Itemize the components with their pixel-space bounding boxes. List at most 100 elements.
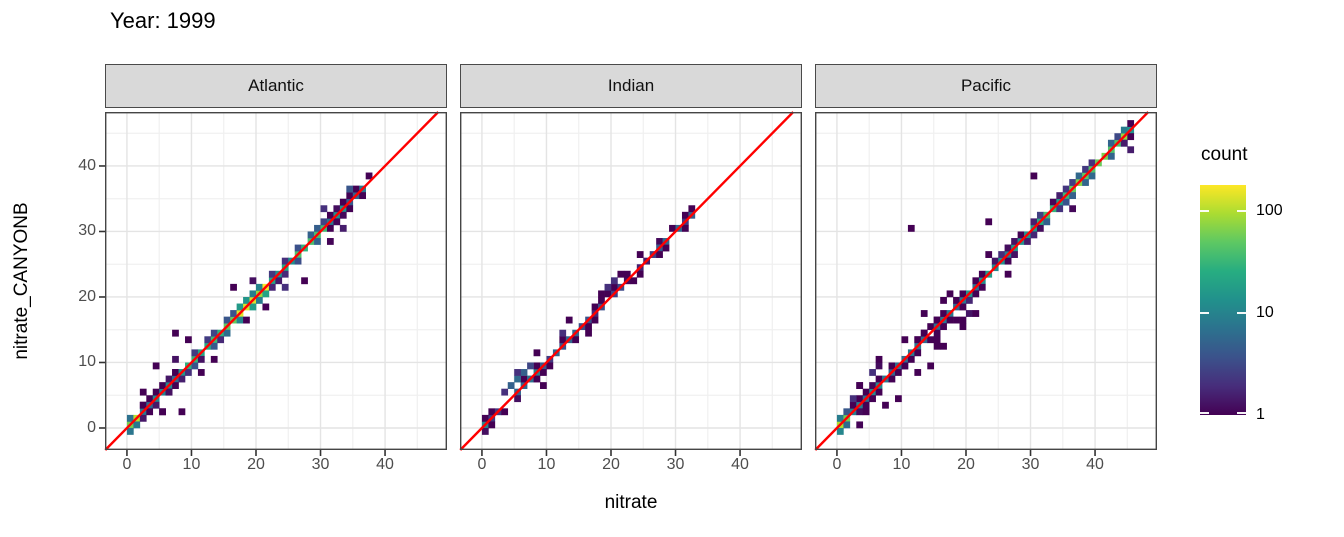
count-bin — [933, 329, 941, 337]
count-bin — [869, 395, 876, 403]
count-bin — [210, 329, 218, 337]
count-bin — [1075, 172, 1083, 180]
count-bin — [1088, 159, 1096, 167]
count-bin — [488, 408, 496, 416]
count-bin — [165, 388, 173, 396]
x-axis-title: nitrate — [604, 492, 658, 513]
count-bin — [533, 349, 541, 357]
count-bin — [191, 362, 199, 370]
count-bin — [1088, 172, 1096, 180]
count-bin — [862, 408, 870, 416]
count-bin — [533, 362, 541, 370]
count-bin — [978, 283, 986, 291]
y-axis-title: nitrate_CANYONB — [11, 202, 32, 360]
count-bin — [636, 270, 644, 278]
count-bin — [1049, 198, 1057, 206]
x-tick-label: 20 — [247, 456, 265, 473]
count-bin — [959, 323, 967, 331]
count-bin — [178, 375, 186, 383]
legend-tick-label: 10 — [1256, 304, 1274, 322]
count-bin — [836, 427, 844, 435]
count-bin — [856, 395, 864, 403]
count-bin — [346, 185, 354, 193]
x-tick-label: 40 — [731, 456, 749, 473]
count-bin — [520, 375, 528, 383]
count-bin — [197, 369, 205, 376]
count-bin — [223, 316, 231, 324]
count-bin — [907, 224, 915, 232]
count-bin — [172, 369, 179, 376]
count-bin — [914, 349, 922, 357]
identity-line — [459, 111, 795, 451]
legend-tick-mark — [1237, 210, 1246, 213]
count-bin — [972, 290, 980, 298]
panel-indian — [459, 111, 803, 456]
count-bin — [875, 388, 883, 396]
count-bin — [262, 290, 270, 298]
count-bin — [514, 395, 521, 403]
count-bin — [152, 362, 160, 370]
count-bin — [862, 388, 870, 396]
count-bin — [320, 218, 328, 226]
count-bin — [204, 336, 212, 344]
count-bin — [1043, 218, 1051, 226]
legend-title: count — [1201, 144, 1248, 165]
x-tick-label: 10 — [537, 456, 556, 473]
count-bin — [914, 369, 922, 376]
facet-strip-label: Pacific — [960, 76, 1012, 95]
count-bin — [281, 257, 289, 265]
count-bin — [1127, 146, 1135, 154]
count-bin — [178, 408, 186, 416]
count-bin — [1062, 185, 1070, 193]
count-bin — [869, 382, 876, 389]
count-bin — [281, 270, 289, 278]
count-bin — [507, 382, 515, 389]
legend-colorbar — [1200, 185, 1246, 415]
count-bin — [933, 336, 941, 344]
count-bin — [314, 224, 321, 232]
count-bin — [591, 316, 599, 324]
count-bin — [527, 362, 534, 370]
count-bin — [1024, 238, 1031, 245]
count-bin — [978, 270, 986, 278]
count-bin — [1036, 224, 1044, 232]
count-bin — [249, 303, 257, 311]
count-bin — [862, 401, 870, 409]
count-bin — [959, 303, 967, 311]
x-tick-label: 0 — [122, 456, 132, 473]
count-bin — [1030, 172, 1038, 180]
count-bin — [488, 421, 496, 429]
count-bin — [1004, 270, 1012, 278]
identity-line — [104, 111, 440, 451]
legend-tick-mark — [1237, 312, 1246, 315]
x-tick-label: 10 — [892, 456, 911, 473]
count-bin — [255, 296, 263, 304]
panel-canvas-indian — [459, 111, 803, 456]
legend-tick-mark — [1200, 210, 1209, 213]
count-bin — [249, 290, 257, 298]
count-bin — [869, 369, 876, 376]
count-bin — [146, 408, 154, 416]
count-bin — [656, 251, 663, 258]
count-bin — [520, 369, 528, 376]
count-bin — [585, 329, 592, 337]
count-bin — [307, 231, 315, 239]
count-bin — [481, 427, 489, 435]
count-bin — [359, 192, 366, 200]
count-bin — [927, 323, 935, 331]
count-bin — [985, 251, 993, 258]
count-bin — [1120, 126, 1128, 134]
count-bin — [843, 421, 851, 429]
count-bin — [559, 329, 567, 337]
count-bin — [656, 238, 663, 245]
count-bin — [540, 369, 547, 376]
count-bin — [346, 192, 354, 200]
count-bin — [610, 277, 618, 285]
count-bin — [940, 323, 947, 331]
x-tick-label: 20 — [602, 456, 620, 473]
count-bin — [314, 238, 321, 245]
count-bin — [230, 310, 237, 317]
panel-pacific — [814, 111, 1158, 456]
count-bin — [126, 414, 134, 422]
